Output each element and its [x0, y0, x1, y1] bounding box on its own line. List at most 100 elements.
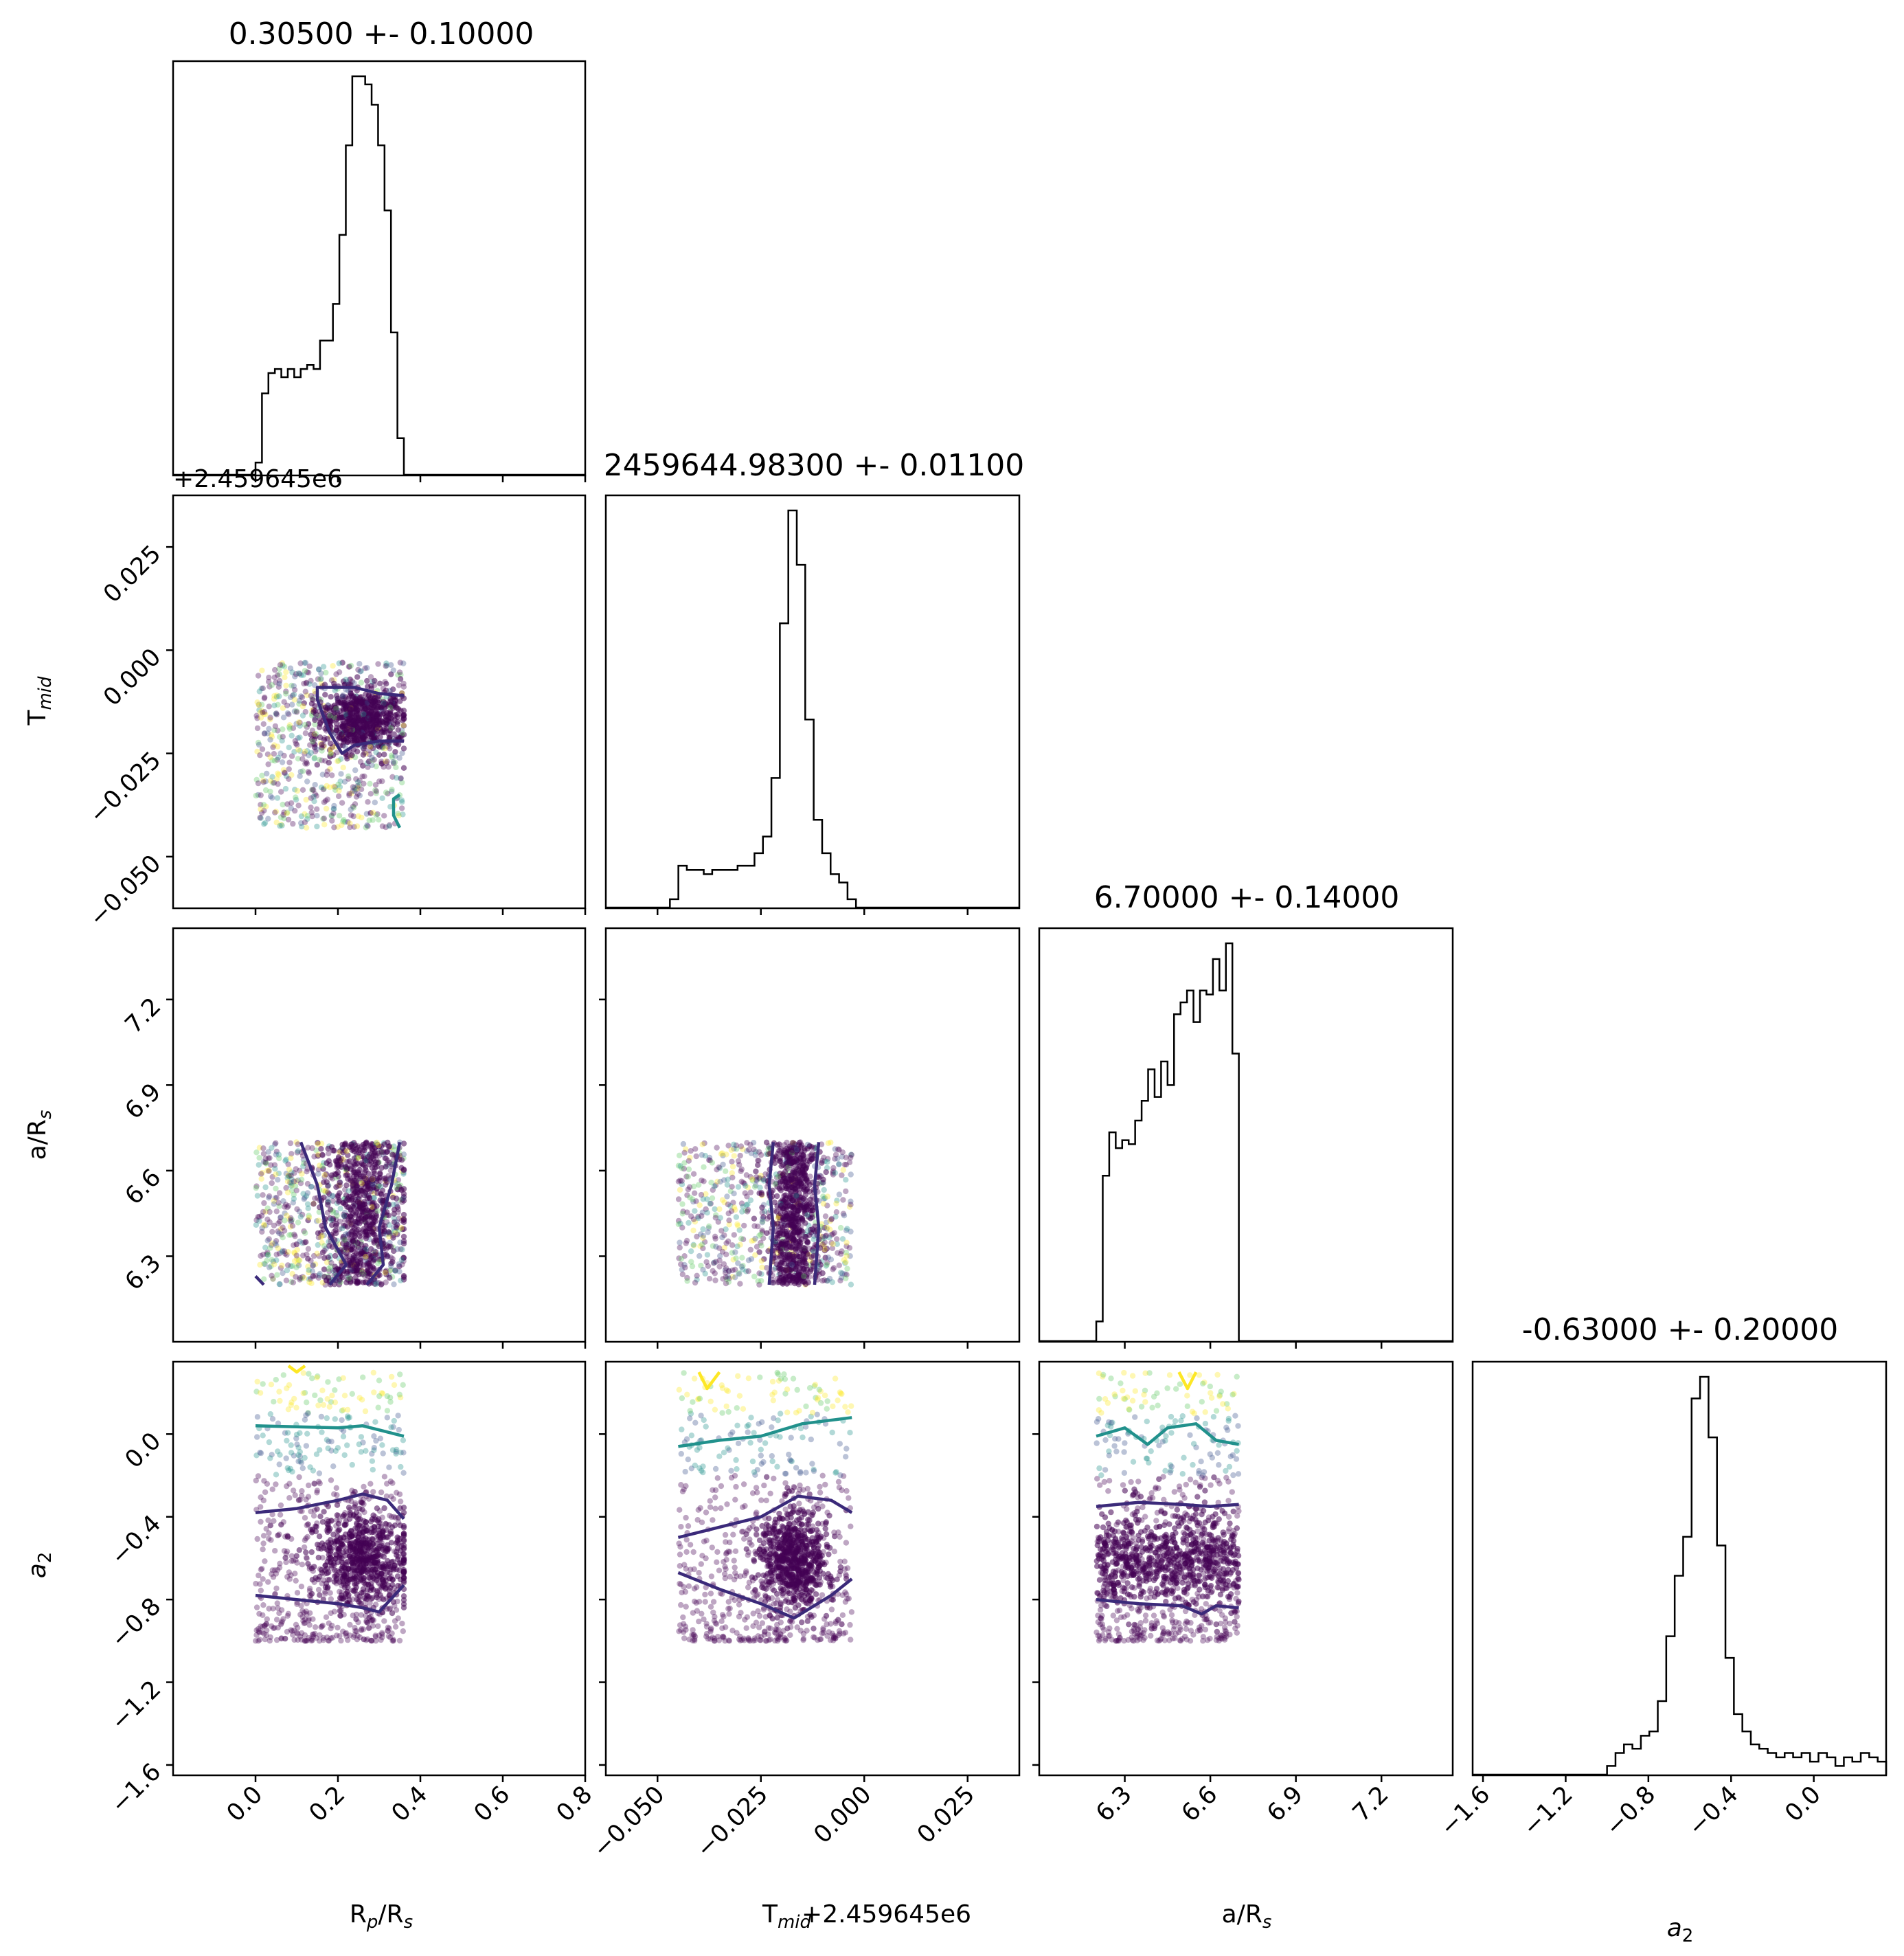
scatter-point — [350, 1252, 356, 1259]
scatter-point — [340, 678, 347, 684]
scatter-point — [261, 1478, 267, 1484]
scatter-point — [400, 1140, 407, 1147]
scatter-point — [273, 679, 279, 686]
scatter-point — [271, 742, 277, 748]
scatter-point — [834, 1236, 840, 1242]
scatter-point — [316, 1533, 323, 1540]
scatter-point — [385, 791, 391, 797]
scatter-point — [277, 822, 283, 829]
scatter-point — [331, 1147, 337, 1154]
scatter-point — [387, 687, 393, 694]
scatter-point — [375, 699, 381, 706]
scatter-point — [286, 722, 293, 728]
scatter-point — [269, 1623, 275, 1630]
scatter-point — [266, 679, 272, 685]
scatter-point — [324, 772, 330, 778]
scatter-point — [346, 791, 352, 797]
scatter-point — [735, 1184, 742, 1190]
scatter-point — [396, 1391, 403, 1398]
scatter-point — [299, 768, 306, 774]
scatter-point — [276, 1389, 282, 1395]
scatter-point — [288, 772, 295, 778]
scatter-point — [719, 1248, 726, 1255]
scatter-point — [271, 1201, 277, 1207]
scatter-point — [700, 1267, 706, 1273]
scatter-point — [784, 1233, 791, 1239]
scatter-point — [389, 724, 396, 730]
scatter-point — [358, 700, 365, 706]
scatter-point — [356, 1263, 363, 1269]
scatter-point — [809, 1207, 815, 1214]
scatter-point — [296, 701, 302, 707]
scatter-point — [359, 1626, 365, 1632]
scatter-point — [334, 750, 340, 756]
scatter-point — [257, 709, 264, 716]
scatter-point — [394, 1446, 400, 1453]
scatter-point — [313, 1451, 320, 1457]
scatter-point — [835, 1146, 841, 1152]
scatter-point — [385, 743, 391, 750]
scatter-point — [304, 1399, 310, 1406]
scatter-point — [359, 1249, 365, 1255]
scatter-point — [804, 1239, 811, 1246]
scatter-point — [759, 1219, 766, 1226]
scatter-point — [728, 1208, 735, 1215]
scatter-point — [329, 1193, 336, 1200]
scatter-point — [399, 1246, 405, 1252]
scatter-point — [332, 1267, 339, 1273]
scatter-point — [332, 1222, 339, 1229]
scatter-point — [748, 1256, 755, 1262]
scatter-point — [689, 1263, 696, 1270]
scatter-point — [309, 1268, 316, 1274]
scatter-point — [309, 697, 316, 703]
scatter-point — [260, 1602, 267, 1608]
scatter-point — [324, 1160, 330, 1167]
scatter-point — [352, 786, 359, 793]
scatter-point — [284, 1189, 291, 1195]
scatter-point — [400, 1240, 407, 1247]
scatter-point — [395, 727, 401, 733]
scatter-point — [394, 1195, 400, 1202]
scatter-point — [328, 677, 335, 684]
scatter-point — [389, 1259, 396, 1266]
scatter-point — [294, 787, 301, 794]
scatter-point — [277, 1281, 283, 1288]
scatter-point — [789, 1224, 796, 1230]
scatter-point — [304, 778, 310, 785]
scatter-point — [300, 1390, 306, 1397]
scatter-point — [315, 1402, 321, 1408]
scatter-point — [304, 1169, 310, 1175]
scatter-point — [296, 697, 302, 704]
scatter-point — [388, 752, 395, 758]
scatter-point — [339, 693, 345, 699]
scatter-point — [279, 822, 285, 829]
scatter-point — [347, 824, 353, 831]
scatter-point — [265, 1251, 271, 1258]
scatter-point — [352, 788, 358, 795]
scatter-point — [328, 1259, 335, 1266]
scatter-point — [397, 1239, 403, 1246]
scatter-point — [747, 1141, 753, 1148]
scatter-point — [284, 1437, 290, 1444]
scatter-point — [286, 1173, 292, 1180]
scatter-point — [266, 1168, 272, 1174]
scatter-point — [396, 1491, 403, 1498]
scatter-point — [320, 1166, 326, 1172]
scatter-point — [393, 704, 400, 711]
scatter-point — [284, 702, 291, 708]
scatter-point — [336, 787, 342, 794]
scatter-point — [275, 701, 281, 708]
scatter-point — [295, 1141, 301, 1147]
scatter-point — [337, 1190, 343, 1196]
scatter-point — [266, 1193, 273, 1200]
scatter-point — [280, 734, 286, 740]
scatter-point — [258, 1171, 264, 1177]
scatter-point — [347, 710, 353, 716]
scatter-point — [326, 1569, 332, 1575]
scatter-point — [275, 728, 281, 734]
scatter-point — [382, 679, 388, 685]
scatter-point — [367, 743, 374, 750]
scatter-point — [276, 1203, 282, 1209]
scatter-point — [302, 819, 308, 826]
scatter-point — [278, 822, 284, 828]
